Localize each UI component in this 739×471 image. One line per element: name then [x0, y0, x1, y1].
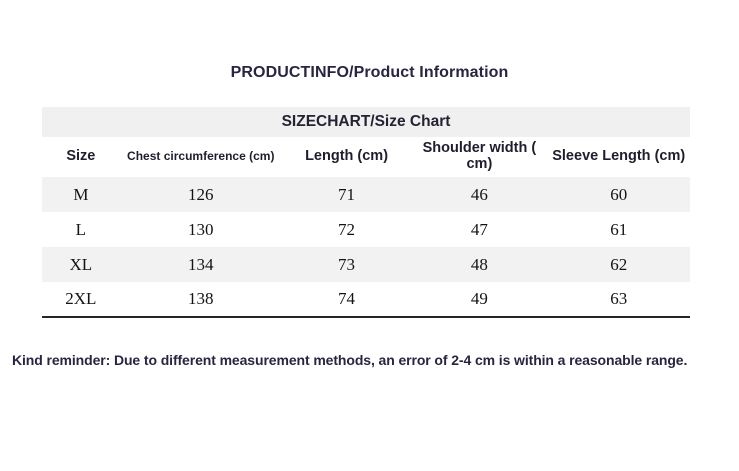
size-chart: SIZECHART/Size Chart Size Chest circumfe…: [42, 107, 690, 318]
table-row: XL 134 73 48 62: [42, 247, 690, 282]
table-row: M 126 71 46 60: [42, 177, 690, 212]
table-header-row: Size Chest circumference (cm) Length (cm…: [42, 137, 690, 177]
cell-shoulder: 49: [411, 282, 548, 317]
cell-shoulder: 46: [411, 177, 548, 212]
cell-length: 72: [281, 212, 412, 247]
reminder-note: Kind reminder: Due to different measurem…: [12, 352, 688, 368]
cell-sleeve: 61: [547, 212, 690, 247]
cell-sleeve: 60: [547, 177, 690, 212]
column-header-length: Length (cm): [281, 137, 412, 177]
page-title: PRODUCTINFO/Product Information: [230, 64, 509, 81]
table-row: L 130 72 47 61: [42, 212, 690, 247]
column-header-size: Size: [42, 137, 120, 177]
cell-size: L: [42, 212, 120, 247]
cell-size: 2XL: [42, 282, 120, 317]
cell-length: 74: [281, 282, 412, 317]
cell-chest: 134: [119, 247, 282, 282]
cell-chest: 138: [119, 282, 282, 317]
size-chart-table: Size Chest circumference (cm) Length (cm…: [42, 137, 690, 318]
column-header-sleeve: Sleeve Length (cm): [547, 137, 690, 177]
cell-length: 71: [281, 177, 412, 212]
cell-length: 73: [281, 247, 412, 282]
column-header-chest: Chest circumference (cm): [119, 137, 282, 177]
size-chart-title: SIZECHART/Size Chart: [42, 107, 690, 137]
product-info-section: PRODUCTINFO/Product Information SIZECHAR…: [0, 64, 739, 368]
cell-chest: 126: [119, 177, 282, 212]
cell-size: M: [42, 177, 120, 212]
column-header-shoulder: Shoulder width ( cm): [411, 137, 548, 177]
cell-sleeve: 62: [547, 247, 690, 282]
cell-shoulder: 47: [411, 212, 548, 247]
table-row: 2XL 138 74 49 63: [42, 282, 690, 317]
cell-size: XL: [42, 247, 120, 282]
cell-shoulder: 48: [411, 247, 548, 282]
cell-sleeve: 63: [547, 282, 690, 317]
cell-chest: 130: [119, 212, 282, 247]
